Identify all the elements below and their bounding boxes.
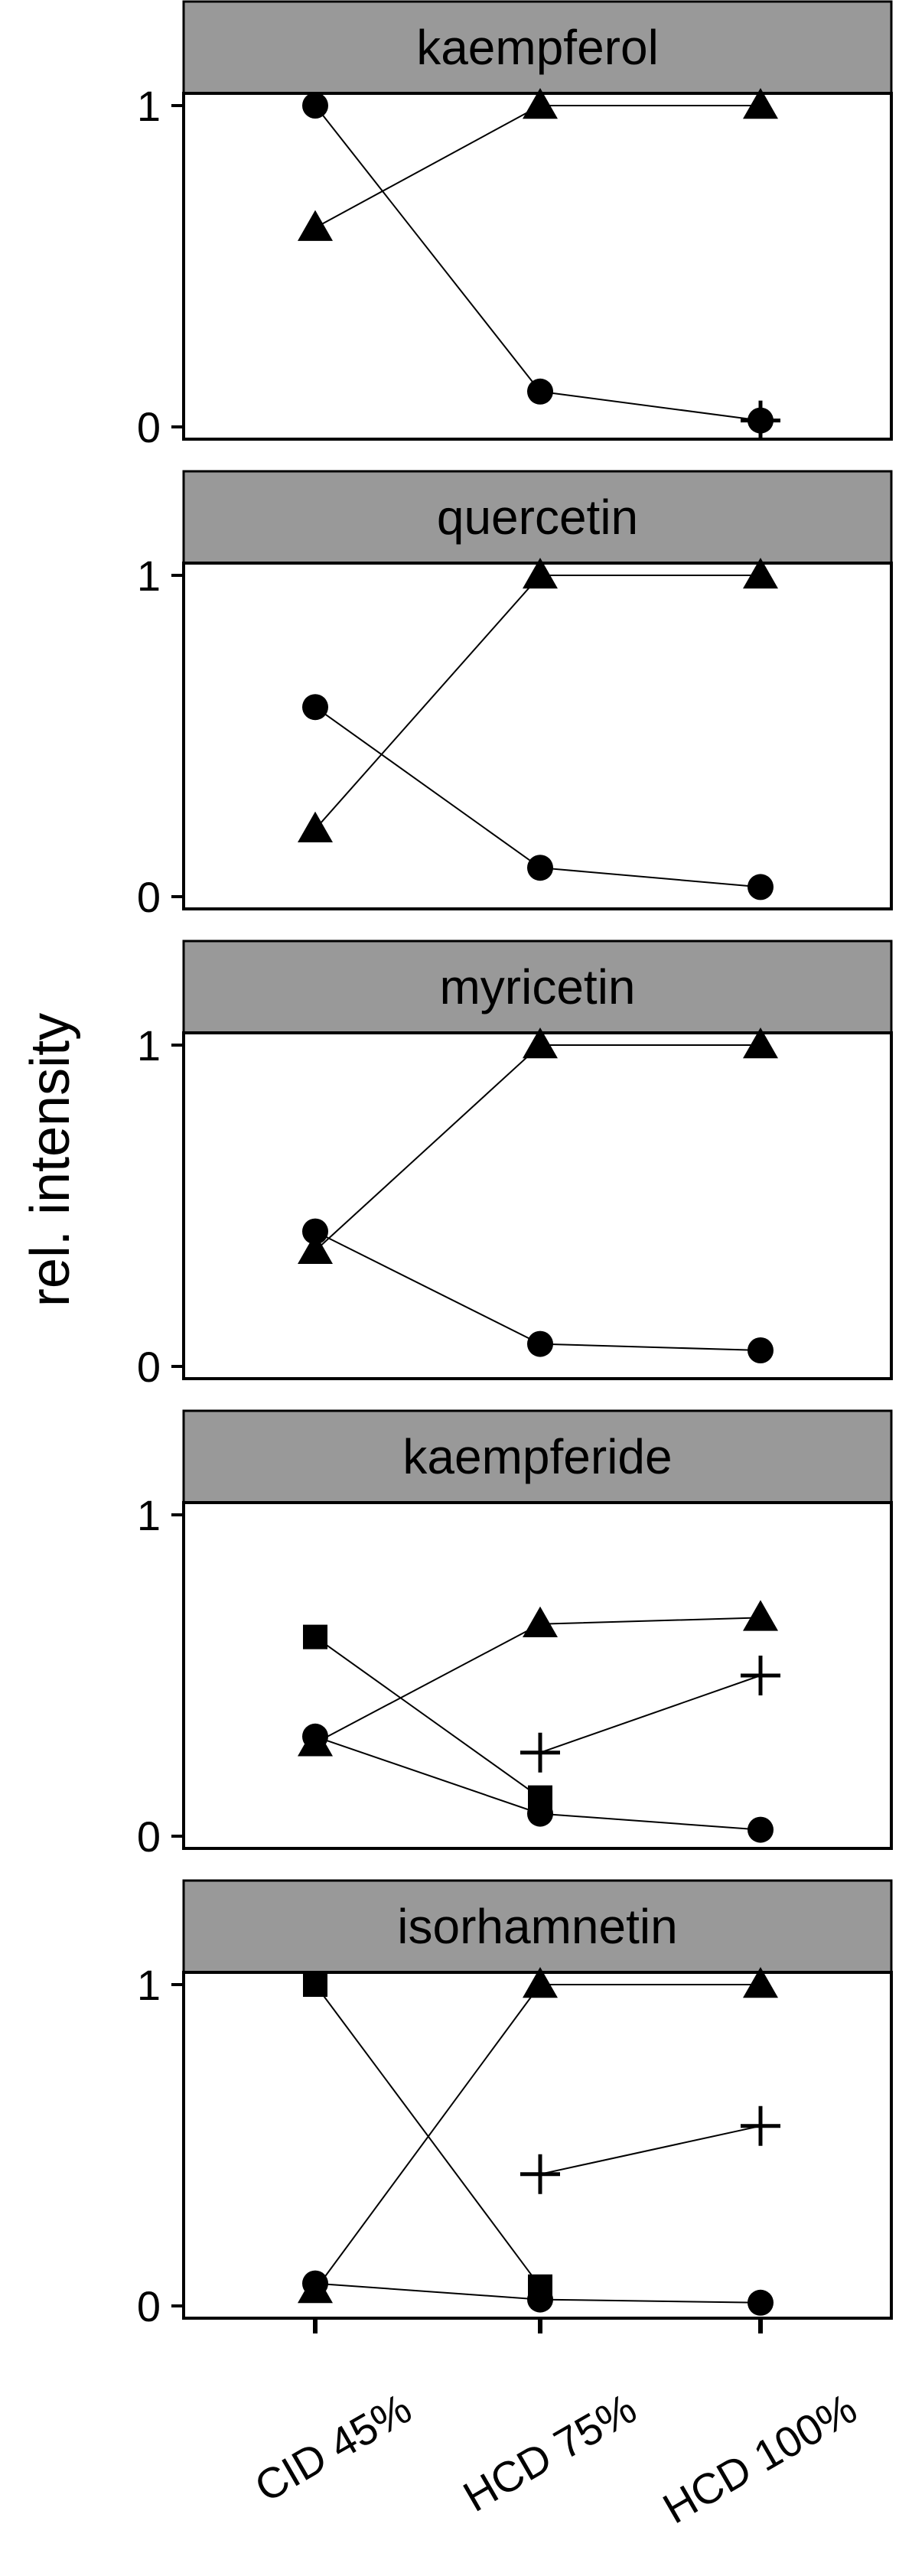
data-point-circle [748, 1337, 774, 1363]
data-point-triangle [523, 1027, 558, 1059]
panel-title: myricetin [439, 959, 635, 1014]
data-point-square [303, 1972, 327, 1997]
data-point-square [528, 2274, 552, 2299]
data-point-triangle [298, 1233, 333, 1265]
data-point-plus [741, 1656, 780, 1695]
y-axis-label: rel. intensity [20, 1013, 81, 1307]
panel-plot-area [182, 1031, 893, 1380]
data-point-triangle [743, 1967, 778, 1998]
y-tick-label: 0 [137, 403, 161, 451]
data-point-circle [302, 694, 328, 721]
data-point-triangle [743, 1027, 778, 1059]
data-point-circle [527, 855, 553, 881]
data-point-triangle [523, 1967, 558, 1998]
data-point-square [303, 1624, 327, 1649]
y-tick-label: 1 [137, 1021, 161, 1070]
data-point-triangle [523, 558, 558, 589]
data-point-triangle [743, 1600, 778, 1631]
x-tick-label: HCD 75% [455, 2384, 644, 2521]
series-line-plus [539, 1675, 761, 1754]
x-tick-label: HCD 100% [655, 2384, 865, 2533]
x-tick-label: CID 45% [246, 2384, 419, 2512]
y-tick-label: 0 [137, 1812, 161, 1861]
data-point-circle [302, 2270, 328, 2297]
panel-title: isorhamnetin [397, 1899, 677, 1954]
panel-strip [182, 0, 893, 95]
panel-title: quercetin [437, 490, 638, 545]
data-point-triangle [743, 88, 778, 119]
data-point-triangle [523, 1606, 558, 1638]
data-point-circle [748, 874, 774, 900]
data-point-circle [302, 1218, 328, 1245]
data-point-circle [527, 1330, 553, 1357]
data-point-plus [741, 2105, 780, 2146]
y-tick-label: 1 [137, 1961, 161, 2009]
panel-strip [182, 1879, 893, 1974]
series-line-square [314, 1984, 541, 2288]
data-point-circle [302, 1723, 328, 1750]
y-tick-label: 0 [137, 1343, 161, 1391]
y-tick-label: 1 [137, 1491, 161, 1539]
data-point-circle [302, 93, 328, 119]
panel-title: kaempferide [402, 1429, 672, 1484]
data-point-circle [748, 1816, 774, 1843]
y-tick-label: 0 [137, 2282, 161, 2330]
data-point-plus [520, 1732, 560, 1773]
data-point-square [528, 1785, 552, 1810]
y-tick-label: 1 [137, 552, 161, 600]
data-point-plus [520, 2154, 560, 2194]
panel-plot-area [182, 1971, 893, 2320]
y-tick-label: 1 [137, 82, 161, 130]
data-point-triangle [298, 811, 333, 843]
data-point-triangle [523, 88, 558, 119]
y-tick-label: 0 [137, 873, 161, 921]
data-point-circle [748, 2289, 774, 2316]
panel-strip [182, 470, 893, 565]
data-point-plus [741, 400, 780, 441]
panel-strip [182, 940, 893, 1034]
series-line-square [314, 1636, 541, 1799]
series-line-plus [539, 2125, 761, 2175]
data-point-triangle [743, 558, 778, 589]
panel-plot-area [182, 562, 893, 910]
data-point-triangle [298, 210, 333, 241]
panel-title: kaempferol [416, 20, 659, 75]
data-point-circle [527, 378, 553, 405]
